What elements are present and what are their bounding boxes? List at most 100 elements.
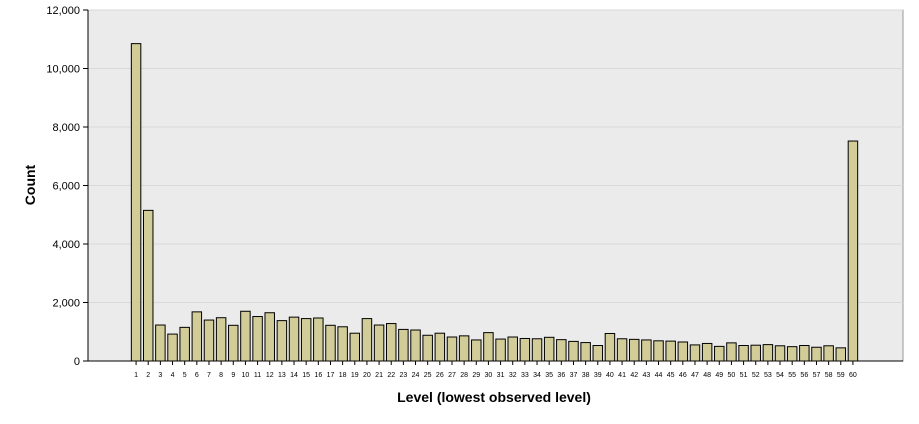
x-tick-label: 45 xyxy=(667,372,675,379)
x-tick-label: 3 xyxy=(158,372,162,379)
x-tick-label: 9 xyxy=(231,372,235,379)
x-tick-label: 24 xyxy=(412,372,420,379)
bar-level-46 xyxy=(677,341,689,362)
x-tick-label: 31 xyxy=(497,372,505,379)
x-tick-label: 8 xyxy=(219,372,223,379)
bar-level-10 xyxy=(240,310,251,362)
x-tick-label: 23 xyxy=(399,372,407,379)
x-tick-label: 30 xyxy=(485,372,493,379)
bar-level-56 xyxy=(799,345,810,362)
x-tick-label: 40 xyxy=(606,372,614,379)
bar-level-57 xyxy=(811,346,822,362)
x-tick-label: 57 xyxy=(813,372,821,379)
bar-level-31 xyxy=(495,338,506,362)
x-tick-label: 52 xyxy=(752,372,760,379)
bar-level-33 xyxy=(519,337,531,362)
bar-level-52 xyxy=(750,344,761,362)
bar-level-38 xyxy=(580,342,591,362)
bar-level-6 xyxy=(191,311,203,362)
bar-level-15 xyxy=(300,318,312,362)
x-tick-label: 21 xyxy=(375,372,383,379)
bar-level-35 xyxy=(543,336,555,362)
bar-level-7 xyxy=(203,319,215,362)
bar-level-41 xyxy=(616,338,628,362)
gridlines xyxy=(88,9,903,303)
bar-level-58 xyxy=(823,345,834,362)
x-tick-label: 39 xyxy=(594,372,602,379)
x-tick-label: 47 xyxy=(691,372,699,379)
x-tick-label: 19 xyxy=(351,372,359,379)
bar-level-8 xyxy=(215,317,227,362)
x-tick-label: 28 xyxy=(460,372,468,379)
x-tick-label: 60 xyxy=(849,372,857,379)
x-tick-label: 10 xyxy=(242,372,250,379)
x-tick-label: 7 xyxy=(207,372,211,379)
x-tick-label: 48 xyxy=(703,372,711,379)
x-tick-label: 38 xyxy=(582,372,590,379)
x-tick-label: 26 xyxy=(436,372,444,379)
bar-level-5 xyxy=(179,326,190,362)
x-tick-label: 6 xyxy=(195,372,199,379)
x-tick-label: 27 xyxy=(448,372,456,379)
x-tick-label: 22 xyxy=(387,372,395,379)
x-tick-label: 20 xyxy=(363,372,371,379)
bar-level-11 xyxy=(252,316,263,362)
bar-level-4 xyxy=(167,333,178,362)
bar-level-44 xyxy=(653,340,664,362)
bar-level-36 xyxy=(556,339,567,362)
x-tick-label: 33 xyxy=(521,372,529,379)
y-tick-label: 4,000 xyxy=(52,239,80,251)
bar-level-54 xyxy=(774,345,786,362)
y-axis-ticks: 0 2,000 4,000 6,000 8,000 10,000 12,000 xyxy=(46,5,88,368)
x-tick-label: 15 xyxy=(302,372,310,379)
x-tick-label: 50 xyxy=(728,372,736,379)
x-tick-label: 59 xyxy=(837,372,845,379)
bar-level-53 xyxy=(762,344,774,362)
x-tick-label: 12 xyxy=(266,372,274,379)
bar-level-21 xyxy=(373,324,385,362)
bar-level-50 xyxy=(726,342,737,362)
bar-level-17 xyxy=(325,324,336,362)
bar-level-19 xyxy=(349,332,361,362)
x-tick-label: 51 xyxy=(740,372,748,379)
bar-level-25 xyxy=(422,334,433,362)
bar-level-42 xyxy=(628,338,640,362)
x-axis-ticks: 1 2 3 4 5 6 7 8 9 10 11 12 13 14 15 16 17 18 19 20 21 22 23 24 2… xyxy=(134,361,857,379)
bar-level-3 xyxy=(155,324,166,362)
bar-level-1 xyxy=(130,43,142,362)
x-tick-label: 55 xyxy=(788,372,796,379)
bar-level-48 xyxy=(701,342,713,362)
bar-level-47 xyxy=(689,344,701,362)
x-tick-label: 56 xyxy=(800,372,808,379)
x-tick-label: 4 xyxy=(171,372,175,379)
bar-level-18 xyxy=(337,326,348,362)
bar-level-9 xyxy=(228,324,239,362)
bars xyxy=(130,43,859,362)
x-tick-label: 42 xyxy=(630,372,638,379)
bar-level-23 xyxy=(398,328,409,362)
bar-level-30 xyxy=(483,332,494,362)
x-tick-label: 25 xyxy=(424,372,432,379)
x-tick-label: 5 xyxy=(183,372,187,379)
bar-level-45 xyxy=(665,340,676,362)
x-axis-title: Level (lowest observed level) xyxy=(397,389,591,405)
x-tick-label: 43 xyxy=(642,372,650,379)
bar-level-20 xyxy=(361,318,373,362)
bar-level-59 xyxy=(835,347,847,362)
bar-level-13 xyxy=(276,320,288,362)
x-tick-label: 44 xyxy=(655,372,663,379)
bar-level-2 xyxy=(142,209,154,362)
x-tick-label: 11 xyxy=(254,372,261,379)
bar-level-51 xyxy=(738,345,749,362)
x-tick-label: 17 xyxy=(327,372,335,379)
y-tick-label: 10,000 xyxy=(46,64,80,76)
bar-level-43 xyxy=(641,339,652,362)
bar-level-28 xyxy=(458,335,470,362)
bar-level-39 xyxy=(592,345,604,362)
x-tick-label: 2 xyxy=(146,372,150,379)
x-tick-label: 35 xyxy=(545,372,553,379)
x-tick-label: 41 xyxy=(618,372,626,379)
x-tick-label: 1 xyxy=(134,372,138,379)
